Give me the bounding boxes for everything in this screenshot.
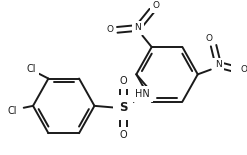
Text: Cl: Cl bbox=[27, 64, 36, 74]
Text: O: O bbox=[241, 65, 247, 74]
Text: O: O bbox=[120, 76, 127, 86]
Text: N: N bbox=[215, 60, 222, 69]
Text: S: S bbox=[119, 101, 127, 114]
Text: O: O bbox=[206, 33, 212, 42]
Text: N: N bbox=[134, 23, 141, 32]
Text: Cl: Cl bbox=[8, 106, 17, 116]
Text: O: O bbox=[153, 1, 160, 11]
Text: O: O bbox=[120, 130, 127, 140]
Text: HN: HN bbox=[135, 89, 150, 99]
Text: O: O bbox=[106, 25, 113, 34]
